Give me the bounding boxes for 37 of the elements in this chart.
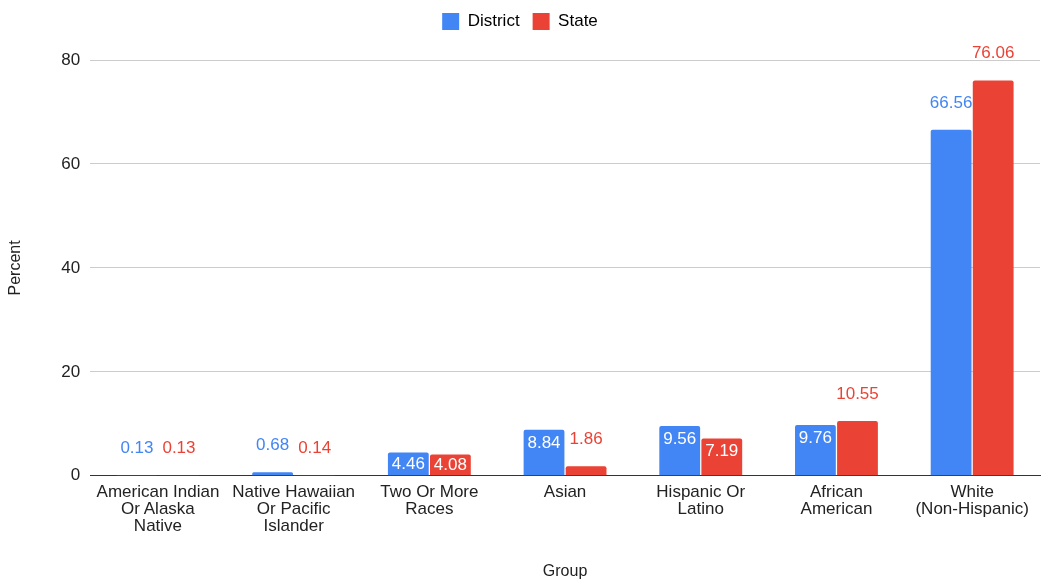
- data-label: 0.68: [256, 434, 290, 454]
- bar: [565, 466, 607, 476]
- data-label: 0.13: [120, 437, 154, 457]
- bar: [659, 426, 701, 476]
- x-tick-label: African American: [800, 481, 873, 518]
- data-label: 7.19: [705, 441, 739, 461]
- data-label: 76.06: [971, 43, 1015, 63]
- data-label: 8.84: [527, 432, 561, 452]
- y-axis-title: Percent: [6, 239, 24, 296]
- x-tick-label: Hispanic Or Latino: [656, 481, 746, 518]
- bar: [795, 425, 836, 476]
- legend-label: District: [467, 11, 520, 31]
- x-tick-label: Asian: [543, 481, 587, 501]
- y-tick-label: 0: [70, 465, 81, 485]
- data-label: 4.46: [391, 453, 425, 473]
- x-tick-label: Native Hawaiian Or Pacific Islander: [232, 481, 356, 535]
- bar: [252, 472, 294, 476]
- y-tick-label: 40: [61, 257, 81, 277]
- data-label: 1.86: [569, 428, 603, 448]
- y-tick-label: 60: [61, 153, 81, 173]
- data-label: 4.08: [433, 454, 467, 474]
- data-label: 0.13: [162, 437, 196, 457]
- x-axis-title: Group: [542, 561, 588, 579]
- x-tick-label: Two Or More Races: [380, 481, 479, 518]
- x-tick-label: American Indian Or Alaska Native: [96, 481, 220, 535]
- y-tick-label: 80: [61, 49, 81, 69]
- data-label: 9.76: [798, 427, 832, 447]
- bar: [837, 420, 878, 476]
- data-label: 9.56: [663, 428, 697, 448]
- x-tick-label: White (Non-Hispanic): [915, 481, 1029, 518]
- legend-label: State: [558, 11, 598, 31]
- data-label: 10.55: [836, 383, 879, 403]
- data-label: 0.14: [298, 437, 332, 457]
- y-tick-label: 20: [61, 361, 81, 381]
- data-label: 66.56: [929, 92, 973, 112]
- bar: [930, 129, 972, 476]
- bar: [972, 80, 1014, 476]
